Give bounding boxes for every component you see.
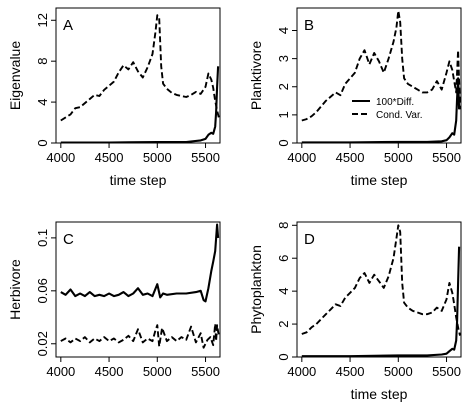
y-tick-label: 2 <box>276 320 291 327</box>
y-tick-label: 6 <box>276 255 291 262</box>
y-tick-label: 4 <box>35 98 50 105</box>
series-diff-line <box>60 66 220 144</box>
x-axis-title: time step <box>110 172 167 188</box>
x-tick-label: 4000 <box>46 364 75 379</box>
x-tick-label: 5000 <box>143 150 172 165</box>
y-tick-label: 0 <box>276 139 291 146</box>
x-tick-label: 4500 <box>336 364 365 379</box>
plot-frame <box>296 221 462 358</box>
y-axis-title: Herbivore <box>7 259 23 320</box>
series-cond-var-line <box>60 322 220 349</box>
y-tick-label: 8 <box>35 58 50 65</box>
panel-letter: D <box>304 231 315 248</box>
x-tick-label: 4000 <box>287 150 316 165</box>
panel-a: 4000 4500 5000 5500 0 4 8 12 time step Eigenvalue… <box>7 7 221 188</box>
panel-letter: B <box>304 17 314 34</box>
series-diff-line <box>60 223 220 303</box>
x-tick-label: 4500 <box>336 150 365 165</box>
x-tick-label: 5500 <box>191 364 220 379</box>
y-tick-label: 3 <box>276 55 291 62</box>
panel-letter: A <box>63 17 73 34</box>
y-tick-label: 1 <box>276 111 291 118</box>
x-tick-label: 5000 <box>384 150 413 165</box>
x-axis-title: time step <box>351 386 408 402</box>
legend-label: Cond. Var. <box>376 110 423 121</box>
series-cond-var-line <box>301 9 461 122</box>
x-tick-label: 5500 <box>432 364 461 379</box>
series-diff-line <box>301 77 461 144</box>
plot-frame <box>296 7 462 144</box>
plot-frame <box>55 221 221 358</box>
series-cond-var-line <box>60 14 220 122</box>
x-tick-label: 5500 <box>191 150 220 165</box>
x-tick-label: 5000 <box>143 364 172 379</box>
series-cond-var-line <box>301 224 461 336</box>
x-tick-label: 4500 <box>95 364 124 379</box>
x-tick-label: 5000 <box>384 364 413 379</box>
y-tick-label: 0.1 <box>35 229 50 247</box>
y-tick-label: 0 <box>276 353 291 360</box>
panel-d: 4000 4500 5000 5500 0 2 4 6 8 time step Phytoplank… <box>248 221 462 402</box>
x-tick-label: 4500 <box>95 150 124 165</box>
y-axis-title: Planktivore <box>248 41 264 110</box>
y-tick-label: 2 <box>276 83 291 90</box>
x-axis-title: time step <box>351 172 408 188</box>
y-axis-title: Phytoplankton <box>248 245 264 334</box>
y-tick-label: 8 <box>276 222 291 229</box>
plot-frame <box>55 7 221 144</box>
panel-c: 4000 4500 5000 5500 0.02 0.06 0.1 Herbivore C <box>7 221 221 379</box>
y-tick-label: 0.06 <box>35 278 50 303</box>
y-tick-label: 4 <box>276 27 291 34</box>
series-diff-line <box>301 246 461 358</box>
panel-b: 4000 4500 5000 5500 0 1 2 3 4 time step Planktivor… <box>248 7 462 188</box>
y-tick-label: 0 <box>35 139 50 146</box>
x-tick-label: 5500 <box>432 150 461 165</box>
y-tick-label: 4 <box>276 288 291 295</box>
y-axis-title: Eigenvalue <box>7 41 23 110</box>
y-tick-label: 12 <box>35 13 50 27</box>
x-tick-label: 4000 <box>46 150 75 165</box>
panel-letter: C <box>63 231 74 248</box>
x-tick-label: 4000 <box>287 364 316 379</box>
y-tick-label: 0.02 <box>35 331 50 356</box>
legend-label: 100*Diff. <box>376 97 414 108</box>
